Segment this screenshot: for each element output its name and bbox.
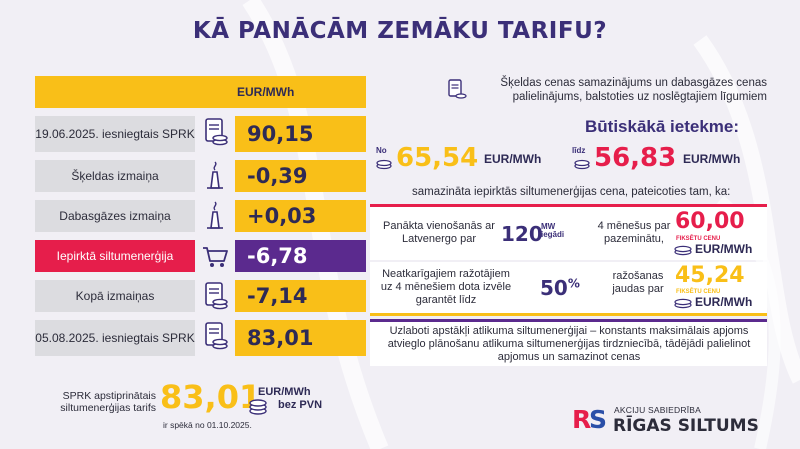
price-note: Šķeldas cenas samazinājums un dabasgāzes… [500,77,767,103]
reduced-text: samazināta iepirktās siltumenerģijas cen… [412,186,731,198]
reason-box-residual: Uzlaboti apstākļi atlikuma siltumenerģij… [370,319,767,366]
tariff-value: 83,01 [160,378,262,416]
box1-text-b: 4 mēnešus par pazeminātu, [597,220,671,245]
box2-text-b: ražošanas jaudas par [612,270,664,295]
row-label: 19.06.2025. iesniegtais SPRK [35,116,195,152]
tariff-label: SPRK apstiprinātais siltumenerģijas tari… [60,390,156,414]
box2-price: 45,24 [675,263,745,288]
logo-name: RĪGAS SILTUMS [613,416,759,436]
coins-icon [573,157,591,175]
box1-number: 120 [501,222,543,246]
to-unit: EUR/MWh [683,152,741,166]
box3-text: Uzlaboti apstākļi atlikuma siltumenerģij… [387,325,751,363]
box2-number: 50% [540,276,580,300]
table-row-highlight: Iepirktā siltumenerģija -6,78 [35,240,366,272]
table-row: Šķeldas izmaiņa -0,39 [35,160,366,192]
box1-fixed-label: FIKSĒTU CENU [676,236,721,242]
tariff-unit: EUR/MWh bez PVN [258,386,322,412]
row-label: Kopā izmaiņas [35,280,195,312]
table-row: Kopā izmaiņas -7,14 [35,280,366,312]
table-header: EUR/MWh [35,76,366,108]
box1-unit-iegadi: iegādi [541,230,565,239]
coins-icon [673,296,693,314]
row-label: Iepirktā siltumenerģija [35,240,195,272]
svg-text:R: R [572,405,591,434]
box2-price-unit: EUR/MWh [695,295,753,309]
tariff-unit-vat: bez PVN [278,399,323,411]
table-row: 19.06.2025. iesniegtais SPRK 90,15 [35,116,366,152]
factory-chimney-icon [198,158,232,194]
reason-box-producers: Neatkarīgajiem ražotājiem uz 4 mēnešiem … [370,262,767,316]
table-row: Dabasgāzes izmaiņa +0,03 [35,200,366,232]
to-value: 56,83 [594,143,677,173]
from-value: 65,54 [396,143,479,173]
box1-price: 60,00 [675,209,745,234]
row-value: +0,03 [235,200,366,232]
coins-icon [248,397,268,420]
valid-from: ir spēkā no 01.10.2025. [163,420,252,430]
tariff-unit-main: EUR/MWh [258,386,311,398]
document-coins-icon [198,278,232,314]
impact-heading: Būtiskākā ietekme: [585,117,740,136]
coins-icon [375,157,393,175]
unit-header: EUR/MWh [35,76,366,108]
box2-fixed-label: FIKSĒTU CENU [676,289,721,295]
svg-text:S: S [589,405,607,434]
to-label: līdz [572,146,586,155]
row-value: -6,78 [235,240,366,272]
factory-chimney-icon [198,198,232,234]
from-label: No [376,146,387,155]
row-value: -7,14 [235,280,366,312]
document-icon [446,78,468,105]
table-row: 05.08.2025. iesniegtais SPRK 83,01 [35,320,366,356]
logo-subtitle: AKCIJU SABIEDRĪBA [614,405,702,415]
box2-text-a: Neatkarīgajiem ražotājiem uz 4 mēnešiem … [380,268,512,306]
box2-number-unit: % [567,276,580,291]
box2-number-value: 50 [540,276,568,300]
page-title: KĀ PANĀCĀM ZEMĀKU TARIFU? [192,18,608,44]
row-label: Dabasgāzes izmaiņa [35,200,195,232]
row-value: -0,39 [235,160,366,192]
row-label: Šķeldas izmaiņa [35,160,195,192]
row-label: 05.08.2025. iesniegtais SPRK [35,320,195,356]
box1-number-unit: MW iegādi [541,223,564,239]
shopping-cart-icon [198,238,232,274]
coins-icon [673,243,693,261]
row-value: 90,15 [235,116,366,152]
box1-price-unit: EUR/MWh [695,242,753,256]
from-unit: EUR/MWh [484,152,542,166]
row-value: 83,01 [235,320,366,356]
tariff-table: EUR/MWh 19.06.2025. iesniegtais SPRK 90,… [35,76,366,364]
box1-unit-mw: MW [541,222,556,231]
box1-text-a: Panākta vienošanās ar Latvenergo par [383,220,495,245]
document-coins-icon [198,114,232,150]
document-coins-icon [198,318,232,354]
reason-box-latvenergo: Panākta vienošanās ar Latvenergo par 120… [370,204,767,260]
